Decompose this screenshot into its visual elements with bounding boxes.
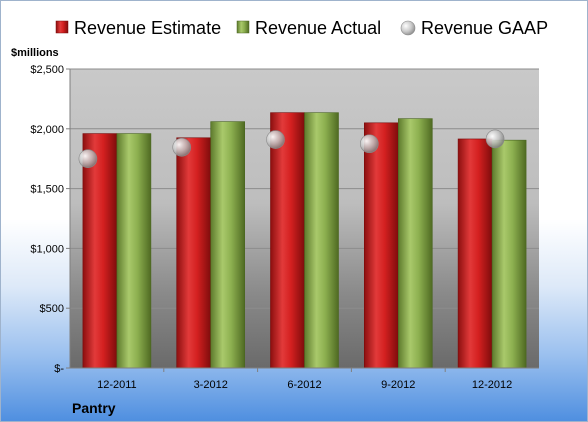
legend-item-revenue-estimate: Revenue Estimate [55,18,221,38]
bar-revenue-actual [397,118,433,369]
bar-revenue-actual [304,112,339,369]
bar-revenue-actual [116,133,152,369]
x-tick-label: 12-2012 [472,379,512,391]
bar-revenue-estimate [176,137,211,369]
y-tick-label: $2,500 [30,64,64,76]
y-axis-ticks: $- $500 $1,000 $1,500 $2,000 $2,500 [30,64,70,375]
bars [82,112,527,369]
legend-swatch-revenue-estimate [55,20,69,34]
legend: Revenue Estimate Revenue Actual Revenue … [55,18,548,38]
bar-revenue-estimate [82,133,118,369]
legend-label-revenue-estimate: Revenue Estimate [74,18,221,38]
y-tick-label: $1,000 [30,243,64,255]
bar-revenue-actual [210,121,245,369]
x-tick-label: 3-2012 [194,379,228,391]
x-tick-label: 9-2012 [381,379,415,391]
unit-label: $millions [11,47,59,59]
bar-revenue-estimate [363,122,399,369]
bar-revenue-estimate [457,138,493,369]
point-revenue-gaap [78,149,98,168]
y-tick-label: $2,000 [30,124,64,136]
point-revenue-gaap [485,129,505,149]
x-axis-ticks: 12-2011 3-2012 6-2012 9-2012 12-2012 [97,368,512,391]
x-tick-label: 12-2011 [97,379,137,391]
bar-revenue-actual [491,139,527,369]
point-revenue-gaap [172,138,191,157]
legend-label-revenue-actual: Revenue Actual [255,18,381,38]
legend-marker-revenue-gaap [400,20,416,36]
x-tick-label: 6-2012 [287,379,321,391]
legend-item-revenue-gaap: Revenue GAAP [400,18,548,38]
gaap-points [78,129,505,168]
point-revenue-gaap [266,130,285,149]
legend-item-revenue-actual: Revenue Actual [236,18,381,38]
y-tick-label: $1,500 [30,184,64,196]
y-tick-label: $500 [40,303,64,315]
point-revenue-gaap [359,134,379,154]
company-label: Pantry [72,400,116,416]
y-tick-label: $- [54,363,64,375]
legend-swatch-revenue-actual [236,20,250,34]
legend-label-revenue-gaap: Revenue GAAP [421,18,548,38]
bar-revenue-estimate [270,112,305,369]
